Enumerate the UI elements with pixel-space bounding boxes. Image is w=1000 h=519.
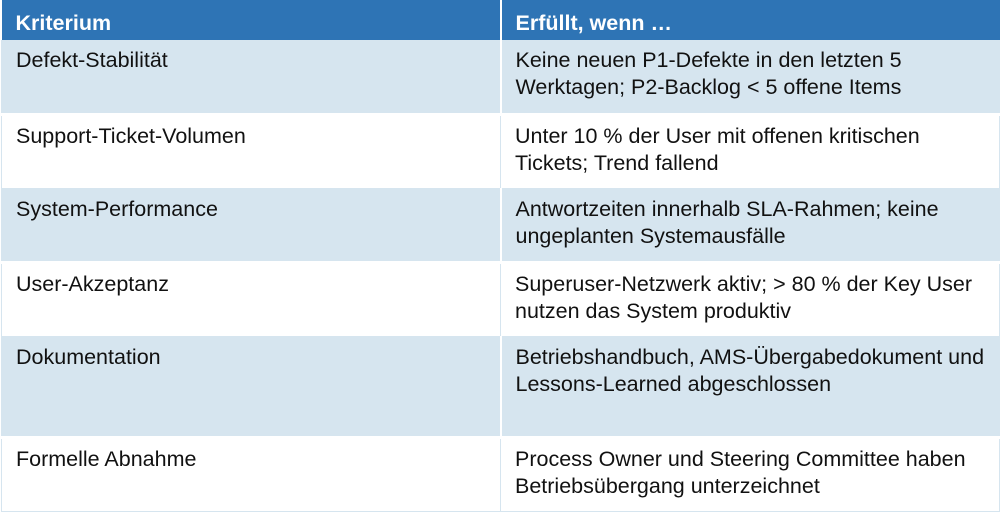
- column-header-criterion: Kriterium: [1, 0, 502, 40]
- fulfilled-if-cell: Keine neuen P1-Defekte in den letzten 5 …: [500, 40, 1000, 116]
- table-row: User-Akzeptanz Superuser-Netzwerk aktiv;…: [1, 262, 1000, 337]
- table-row: Formelle Abnahme Process Owner und Steer…: [1, 437, 1000, 512]
- criterion-cell: User-Akzeptanz: [1, 262, 501, 337]
- table-row: Support-Ticket-Volumen Unter 10 % der Us…: [1, 114, 1000, 189]
- fulfilled-if-cell: Process Owner und Steering Committee hab…: [500, 437, 1000, 512]
- fulfilled-if-cell: Unter 10 % der User mit offenen kritisch…: [500, 114, 1000, 189]
- criterion-cell: Defekt-Stabilität: [1, 40, 502, 116]
- fulfilled-if-cell: Superuser-Netzwerk aktiv; > 80 % der Key…: [500, 262, 1000, 337]
- criterion-cell: Formelle Abnahme: [1, 437, 501, 512]
- column-header-fulfilled-if: Erfüllt, wenn …: [500, 0, 1000, 40]
- criterion-cell: System-Performance: [1, 188, 502, 264]
- table-row: System-Performance Antwortzeiten innerha…: [1, 188, 1000, 264]
- fulfilled-if-cell: Betriebshandbuch, AMS-Übergabedokument u…: [500, 336, 1000, 439]
- table-row: Dokumentation Betriebshandbuch, AMS-Über…: [1, 336, 1000, 439]
- criterion-cell: Dokumentation: [1, 336, 502, 439]
- fulfilled-if-cell: Antwortzeiten innerhalb SLA-Rahmen; kein…: [500, 188, 1000, 264]
- table-row: Defekt-Stabilität Keine neuen P1-Defekte…: [1, 40, 1000, 116]
- criterion-cell: Support-Ticket-Volumen: [1, 114, 501, 189]
- table-header-row: Kriterium Erfüllt, wenn …: [1, 0, 1000, 40]
